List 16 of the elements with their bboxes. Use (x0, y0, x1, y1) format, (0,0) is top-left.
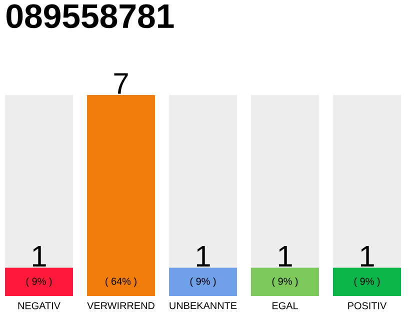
annotation: 1 (32, 246, 46, 267)
x-tick-label: NEGATIV (18, 302, 60, 310)
data-label: ( 9% ) (354, 278, 380, 287)
annotation: 7 (114, 73, 128, 94)
data-label: ( 9% ) (190, 278, 216, 287)
annotation: 1 (278, 246, 292, 267)
x-tick-label: UNBEKANNTE (170, 302, 237, 310)
x-tick-label: EGAL (272, 302, 298, 310)
x-tick-label: VERWIRREND (87, 302, 154, 310)
data-label: ( 9% ) (272, 278, 298, 287)
data-label: ( 9% ) (26, 278, 52, 287)
chart-title: 089558781 (6, 4, 174, 28)
annotation: 1 (196, 246, 210, 267)
x-tick-label: POSITIV (348, 302, 387, 310)
annotation: 1 (360, 246, 374, 267)
data-label: ( 64% ) (106, 278, 136, 287)
